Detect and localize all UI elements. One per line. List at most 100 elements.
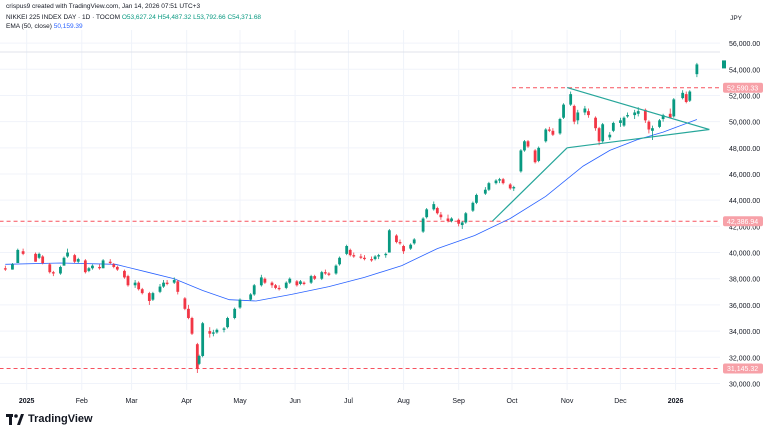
y-tick-label: 42,000.00 [729, 224, 760, 231]
candle-body [115, 266, 119, 270]
x-tick-label: 2025 [19, 398, 35, 405]
candle [309, 274, 313, 284]
candle [302, 281, 306, 286]
candle-body [695, 64, 699, 75]
candle [126, 274, 130, 287]
currency-label: JPY [730, 15, 742, 22]
candle [684, 91, 688, 104]
close-value: C54,371.68 [227, 14, 262, 21]
level-badge [723, 216, 763, 227]
candle [66, 248, 69, 258]
price-axis[interactable]: 30,000.00 32,000.00 34,000.00 36,000.00 38,0… [722, 41, 763, 388]
candle [395, 234, 398, 244]
candle-body [62, 257, 66, 266]
candle-body [338, 257, 341, 265]
candle-body [576, 112, 580, 121]
symbol-legend[interactable]: NIKKEI 225 INDEX DAY · 1D · TOCOM O53,62… [6, 14, 261, 21]
candle [165, 280, 169, 286]
candle-body [512, 187, 516, 189]
y-tick-label: 32,000.00 [729, 355, 760, 362]
candle-body [76, 259, 80, 262]
tradingview-logo[interactable]: TradingView [6, 413, 93, 425]
candle [432, 201, 436, 211]
candle [363, 255, 366, 261]
candle [288, 277, 292, 284]
candle [483, 187, 487, 195]
y-tick-label: 38,000.00 [729, 277, 760, 284]
candle [387, 228, 391, 253]
candle-body [402, 246, 405, 252]
ema-label: EMA (50, close) [6, 23, 52, 30]
candle [457, 218, 461, 227]
candle [11, 263, 14, 270]
candle-body [147, 293, 151, 301]
tradingview-logo-text: TradingView [28, 413, 93, 425]
candle-body [583, 108, 587, 113]
candle [197, 354, 201, 366]
candle-body [133, 282, 137, 286]
candle-body [197, 355, 201, 364]
candle-body [41, 256, 45, 264]
candle-body [643, 109, 647, 121]
candle-body [601, 124, 605, 142]
candle-body [537, 147, 541, 161]
candle [398, 239, 402, 245]
candle [377, 253, 381, 260]
candle [494, 179, 498, 185]
candle [172, 277, 176, 284]
candle-body [587, 111, 590, 116]
candle-body [195, 344, 199, 370]
candle-body [320, 272, 324, 279]
x-tick-label: Oct [507, 398, 518, 405]
candle-body [299, 281, 302, 284]
candle [112, 263, 116, 269]
x-tick-label: Jun [289, 398, 300, 405]
candle-body [594, 117, 597, 129]
candle-body [348, 249, 352, 256]
candle-body [487, 183, 491, 190]
candle [3, 265, 7, 271]
candle-body [688, 91, 692, 101]
candle [421, 217, 425, 233]
candle-body [523, 141, 526, 151]
candle-body [608, 134, 612, 138]
candle [101, 259, 105, 269]
candle-body [633, 112, 637, 116]
candle [611, 121, 615, 133]
candle-body [334, 265, 338, 274]
candle-body [439, 214, 443, 218]
candle [508, 183, 512, 190]
candle [338, 256, 341, 266]
candle [270, 281, 274, 288]
candle [526, 139, 530, 148]
y-tick-label: 46,000.00 [729, 172, 760, 179]
candle [162, 280, 165, 288]
candle [446, 214, 450, 223]
candle-body [619, 120, 622, 123]
candle-body [66, 252, 69, 257]
candle [51, 270, 55, 277]
candle [73, 253, 77, 264]
candle-body [183, 298, 187, 309]
candle [334, 264, 338, 275]
ema-legend[interactable]: EMA (50, close) 50,159.39 [6, 23, 83, 30]
candle [370, 256, 373, 262]
triangle-pattern[interactable] [492, 87, 710, 222]
candle-body [274, 285, 277, 288]
candle-body [672, 99, 676, 117]
candle [147, 291, 151, 305]
candle [277, 285, 281, 291]
candle [384, 252, 388, 258]
candle-body [508, 184, 512, 189]
candle-body [91, 265, 94, 269]
time-axis[interactable]: 2025 Feb Mar Apr May Jun Jul Aug Sep Oct Nov Dec 202… [19, 398, 684, 405]
candle-body [270, 282, 274, 286]
candle [651, 125, 654, 140]
candle-body [377, 255, 381, 257]
candle [140, 287, 144, 295]
candle [594, 116, 597, 131]
candle [201, 321, 205, 358]
horizontal-levels[interactable] [0, 87, 720, 369]
candle [299, 280, 302, 286]
